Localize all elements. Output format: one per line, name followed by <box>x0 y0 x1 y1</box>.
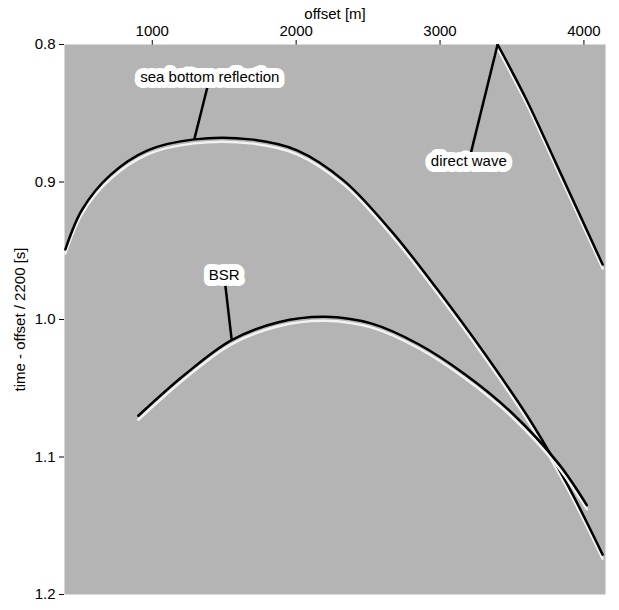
svg-text:1.2: 1.2 <box>35 585 56 602</box>
svg-text:0.9: 0.9 <box>35 173 56 190</box>
svg-text:1.0: 1.0 <box>35 310 56 327</box>
svg-text:time - offset / 2200 [s]: time - offset / 2200 [s] <box>11 248 28 392</box>
svg-text:BSR: BSR <box>209 266 240 283</box>
svg-text:2000: 2000 <box>279 22 312 39</box>
svg-text:direct wave: direct wave <box>431 152 507 169</box>
svg-text:1000: 1000 <box>136 22 169 39</box>
svg-text:sea bottom reflection: sea bottom reflection <box>140 68 279 85</box>
svg-text:0.8: 0.8 <box>35 35 56 52</box>
svg-text:3000: 3000 <box>423 22 456 39</box>
svg-text:offset [m]: offset [m] <box>304 5 365 22</box>
svg-text:4000: 4000 <box>567 22 600 39</box>
svg-text:1.1: 1.1 <box>35 448 56 465</box>
